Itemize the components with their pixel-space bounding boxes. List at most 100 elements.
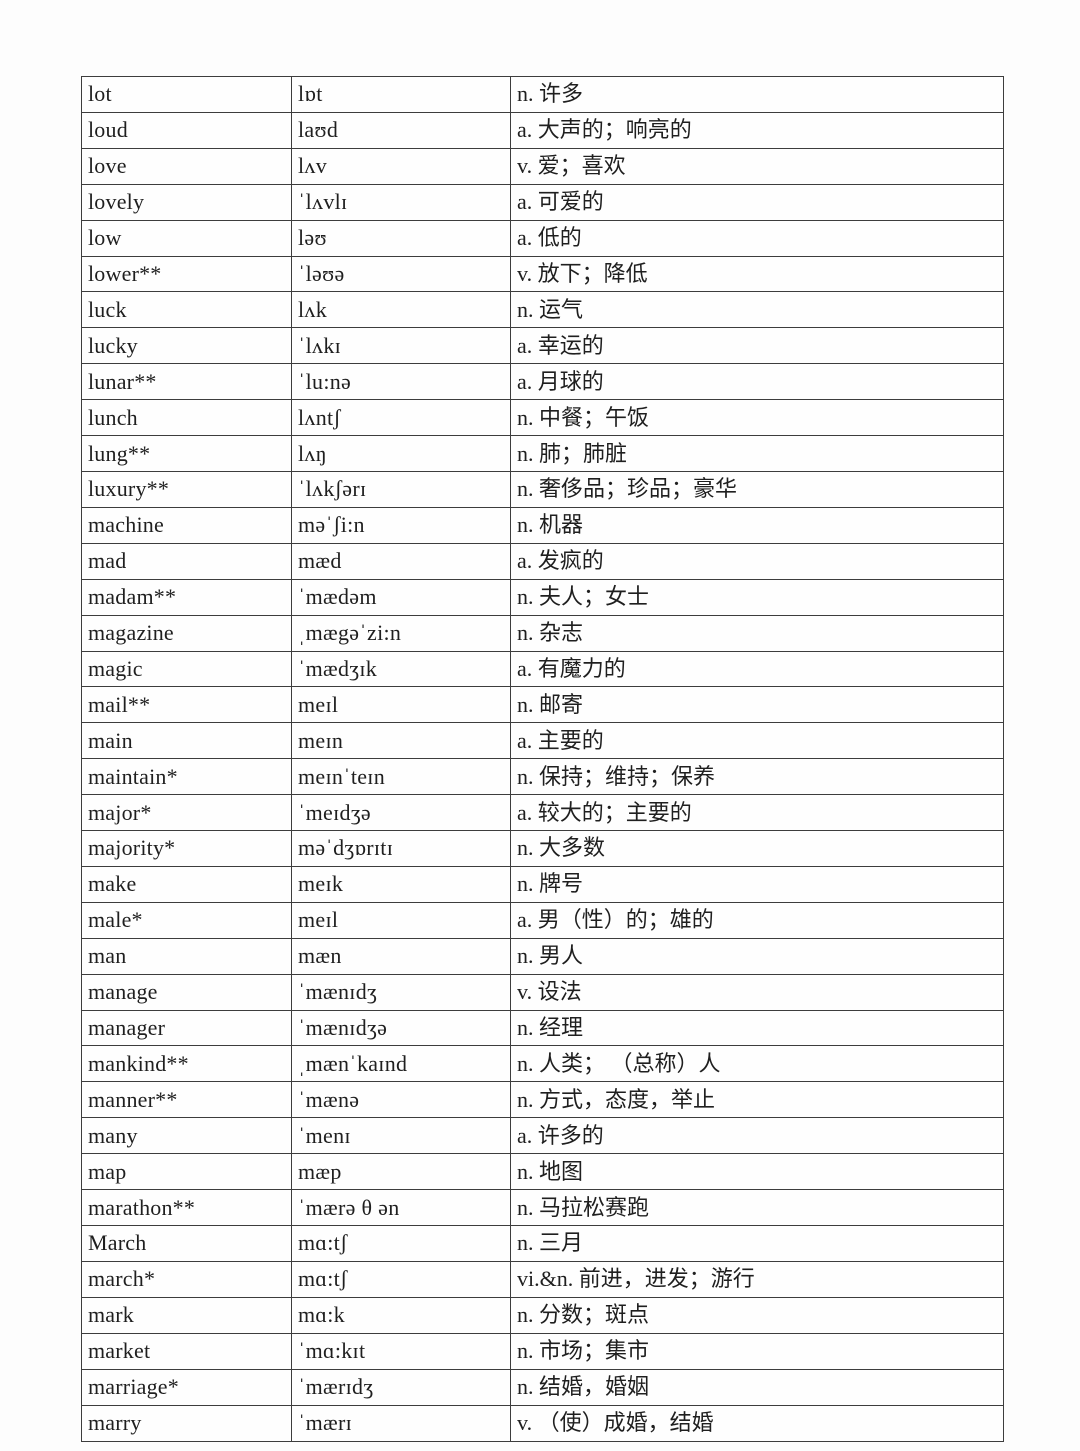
meaning-cell: n. 牌号 bbox=[510, 865, 1004, 903]
phonetic-cell: meɪk bbox=[291, 865, 511, 903]
table-row: manner** ˈmænə n. 方式，态度，举止 bbox=[81, 1081, 1004, 1119]
table-row: manage ˈmænɪdʒ v. 设法 bbox=[81, 973, 1004, 1011]
table-row: madam** ˈmædəm n. 夫人；女士 bbox=[81, 578, 1004, 616]
word-cell: magic bbox=[81, 650, 292, 688]
table-row: many ˈmenɪ a. 许多的 bbox=[81, 1117, 1004, 1155]
meaning-cell: a. 主要的 bbox=[510, 722, 1004, 760]
phonetic-cell: məˈdʒɒrɪtɪ bbox=[291, 830, 511, 867]
table-row: march* mɑ:tʃ vi.&n. 前进，进发；游行 bbox=[81, 1260, 1004, 1298]
phonetic-cell: mæd bbox=[291, 542, 511, 580]
meaning-cell: n. 三月 bbox=[510, 1225, 1004, 1262]
meaning-cell: n. 夫人；女士 bbox=[510, 578, 1004, 616]
phonetic-cell: mɑ:tʃ bbox=[291, 1225, 511, 1262]
word-cell: marry bbox=[81, 1404, 292, 1443]
word-cell: loud bbox=[81, 111, 292, 149]
table-row: loud laʊd a. 大声的；响亮的 bbox=[81, 111, 1004, 149]
meaning-cell: n. 运气 bbox=[510, 291, 1004, 329]
table-row: love lʌv v. 爱；喜欢 bbox=[81, 147, 1004, 185]
word-cell: machine bbox=[81, 506, 292, 544]
word-cell: male* bbox=[81, 901, 292, 939]
meaning-cell: v. （使）成婚，结婚 bbox=[510, 1404, 1004, 1443]
phonetic-cell: meɪnˈteɪn bbox=[291, 758, 511, 796]
table-row: low ləʊ a. 低的 bbox=[81, 219, 1004, 257]
word-cell: main bbox=[81, 722, 292, 760]
meaning-cell: n. 肺；肺脏 bbox=[510, 435, 1004, 472]
word-cell: love bbox=[81, 147, 292, 185]
meaning-cell: a. 许多的 bbox=[510, 1117, 1004, 1155]
meaning-cell: n. 保持；维持；保养 bbox=[510, 758, 1004, 796]
phonetic-cell: lʌŋ bbox=[291, 435, 511, 472]
meaning-cell: n. 邮寄 bbox=[510, 686, 1004, 724]
phonetic-cell: məˈʃi:n bbox=[291, 506, 511, 544]
meaning-cell: v. 设法 bbox=[510, 973, 1004, 1011]
meaning-cell: n. 地图 bbox=[510, 1153, 1004, 1191]
phonetic-cell: ˈmænə bbox=[291, 1081, 511, 1119]
word-cell: marriage* bbox=[81, 1368, 292, 1406]
meaning-cell: a. 有魔力的 bbox=[510, 650, 1004, 688]
table-row: lung** lʌŋ n. 肺；肺脏 bbox=[81, 435, 1004, 472]
table-row: lovely ˈlʌvlɪ a. 可爱的 bbox=[81, 183, 1004, 221]
table-row: lunar** ˈlu:nə a. 月球的 bbox=[81, 363, 1004, 401]
word-cell: march* bbox=[81, 1260, 292, 1298]
table-row: make meɪk n. 牌号 bbox=[81, 865, 1004, 903]
word-cell: March bbox=[81, 1225, 292, 1262]
phonetic-cell: lʌk bbox=[291, 291, 511, 329]
phonetic-cell: meɪn bbox=[291, 722, 511, 760]
word-cell: manage bbox=[81, 973, 292, 1011]
phonetic-cell: ˈmædʒɪk bbox=[291, 650, 511, 688]
phonetic-cell: ˈlʌkʃərɪ bbox=[291, 470, 511, 508]
table-row: March mɑ:tʃ n. 三月 bbox=[81, 1225, 1004, 1262]
word-cell: lot bbox=[81, 76, 292, 113]
meaning-cell: a. 大声的；响亮的 bbox=[510, 111, 1004, 149]
word-cell: mark bbox=[81, 1296, 292, 1334]
meaning-cell: n. 分数；斑点 bbox=[510, 1296, 1004, 1334]
phonetic-cell: ˈmærɪ bbox=[291, 1404, 511, 1443]
meaning-cell: v. 爱；喜欢 bbox=[510, 147, 1004, 185]
table-row: man mæn n. 男人 bbox=[81, 937, 1004, 975]
word-cell: lucky bbox=[81, 327, 292, 365]
table-row: main meɪn a. 主要的 bbox=[81, 722, 1004, 760]
word-cell: lunch bbox=[81, 399, 292, 437]
word-cell: man bbox=[81, 937, 292, 975]
table-row: mad mæd a. 发疯的 bbox=[81, 542, 1004, 580]
phonetic-cell: lɒt bbox=[291, 76, 511, 113]
word-cell: lovely bbox=[81, 183, 292, 221]
phonetic-cell: ˈmænɪdʒə bbox=[291, 1009, 511, 1047]
table-row: mankind** ˌmænˈkaɪnd n. 人类； （总称）人 bbox=[81, 1045, 1004, 1083]
phonetic-cell: lʌv bbox=[291, 147, 511, 185]
meaning-cell: a. 男（性）的；雄的 bbox=[510, 901, 1004, 939]
meaning-cell: a. 幸运的 bbox=[510, 327, 1004, 365]
phonetic-cell: ˈmeɪdʒə bbox=[291, 794, 511, 832]
meaning-cell: v. 放下；降低 bbox=[510, 255, 1004, 293]
meaning-cell: n. 结婚，婚姻 bbox=[510, 1368, 1004, 1406]
phonetic-cell: ˈlʌvlɪ bbox=[291, 183, 511, 221]
table-row: lunch lʌntʃ n. 中餐；午饭 bbox=[81, 399, 1004, 437]
meaning-cell: n. 人类； （总称）人 bbox=[510, 1045, 1004, 1083]
meaning-cell: n. 中餐；午饭 bbox=[510, 399, 1004, 437]
word-cell: lung** bbox=[81, 435, 292, 472]
word-cell: marathon** bbox=[81, 1189, 292, 1226]
meaning-cell: n. 机器 bbox=[510, 506, 1004, 544]
phonetic-cell: ləʊ bbox=[291, 219, 511, 257]
phonetic-cell: ˌmægəˈzi:n bbox=[291, 614, 511, 652]
table-row: machine məˈʃi:n n. 机器 bbox=[81, 506, 1004, 544]
word-cell: mankind** bbox=[81, 1045, 292, 1083]
word-cell: manner** bbox=[81, 1081, 292, 1119]
word-cell: make bbox=[81, 865, 292, 903]
table-row: luck lʌk n. 运气 bbox=[81, 291, 1004, 329]
word-cell: manager bbox=[81, 1009, 292, 1047]
meaning-cell: n. 方式，态度，举止 bbox=[510, 1081, 1004, 1119]
phonetic-cell: mæn bbox=[291, 937, 511, 975]
word-cell: lunar** bbox=[81, 363, 292, 401]
meaning-cell: a. 发疯的 bbox=[510, 542, 1004, 580]
phonetic-cell: lʌntʃ bbox=[291, 399, 511, 437]
meaning-cell: a. 低的 bbox=[510, 219, 1004, 257]
word-cell: luxury** bbox=[81, 470, 292, 508]
vocabulary-table: lot lɒt n. 许多 loud laʊd a. 大声的；响亮的 love lʌv v. 爱… bbox=[81, 76, 1004, 1443]
meaning-cell: n. 市场；集市 bbox=[510, 1332, 1004, 1370]
table-row: marriage* ˈmærɪdʒ n. 结婚，婚姻 bbox=[81, 1368, 1004, 1406]
table-row: luxury** ˈlʌkʃərɪ n. 奢侈品；珍品；豪华 bbox=[81, 470, 1004, 508]
meaning-cell: n. 许多 bbox=[510, 76, 1004, 113]
meaning-cell: vi.&n. 前进，进发；游行 bbox=[510, 1260, 1004, 1298]
phonetic-cell: mæp bbox=[291, 1153, 511, 1191]
